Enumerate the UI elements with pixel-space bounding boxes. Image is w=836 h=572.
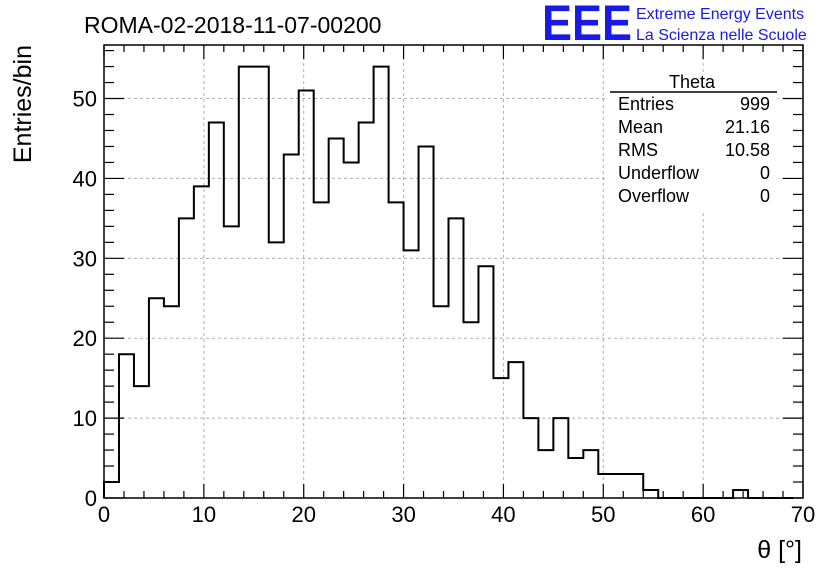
stats-box-bg xyxy=(606,72,778,212)
stats-row-label: Overflow xyxy=(618,186,690,206)
stats-row-value: 0 xyxy=(760,163,770,183)
stats-row-value: 0 xyxy=(760,186,770,206)
x-tick-labels: 0 10 20 30 40 50 60 70 xyxy=(98,502,815,527)
stats-row-label: RMS xyxy=(618,140,658,160)
x-tick-label: 60 xyxy=(691,502,715,527)
stats-row-label: Mean xyxy=(618,117,663,137)
histogram-line xyxy=(103,65,794,499)
stats-row-label: Underflow xyxy=(618,163,700,183)
stats-box: Theta Entries 999 Mean 21.16 RMS 10.58 Underfl… xyxy=(606,72,778,212)
logo-letters: EEE xyxy=(542,0,632,51)
stats-row-value: 21.16 xyxy=(725,117,770,137)
y-tick-label: 20 xyxy=(73,326,97,351)
logo-line1: Extreme Energy Events xyxy=(636,6,804,23)
logo: EEE Extreme Energy Events La Scienza nel… xyxy=(542,0,807,51)
y-tick-label: 40 xyxy=(73,166,97,191)
plot-frame xyxy=(103,44,804,499)
y-tick-label: 10 xyxy=(73,406,97,431)
x-tick-label: 10 xyxy=(192,502,216,527)
x-tick-label: 70 xyxy=(791,502,815,527)
y-tick-label: 30 xyxy=(73,246,97,271)
y-tick-label: 50 xyxy=(73,87,97,112)
stats-row-value: 10.58 xyxy=(725,140,770,160)
x-tick-label: 50 xyxy=(591,502,615,527)
x-tick-label: 20 xyxy=(291,502,315,527)
axis-ticks xyxy=(103,45,804,499)
y-axis-label: Entries/bin xyxy=(9,45,37,163)
stats-rows: Entries 999 Mean 21.16 RMS 10.58 Underflow 0 Ove… xyxy=(618,94,770,206)
y-tick-labels: 0 10 20 30 40 50 xyxy=(73,87,97,511)
x-tick-label: 0 xyxy=(98,502,110,527)
y-tick-label: 0 xyxy=(85,486,97,511)
stats-row-value: 999 xyxy=(740,94,770,114)
logo-line2: La Scienza nelle Scuole xyxy=(636,27,807,44)
stats-row-label: Entries xyxy=(618,94,674,114)
x-axis-label: θ [°] xyxy=(757,536,802,564)
x-tick-label: 40 xyxy=(491,502,515,527)
x-tick-label: 30 xyxy=(391,502,415,527)
chart-title: ROMA-02-2018-11-07-00200 xyxy=(84,12,381,38)
stats-name: Theta xyxy=(669,72,716,92)
